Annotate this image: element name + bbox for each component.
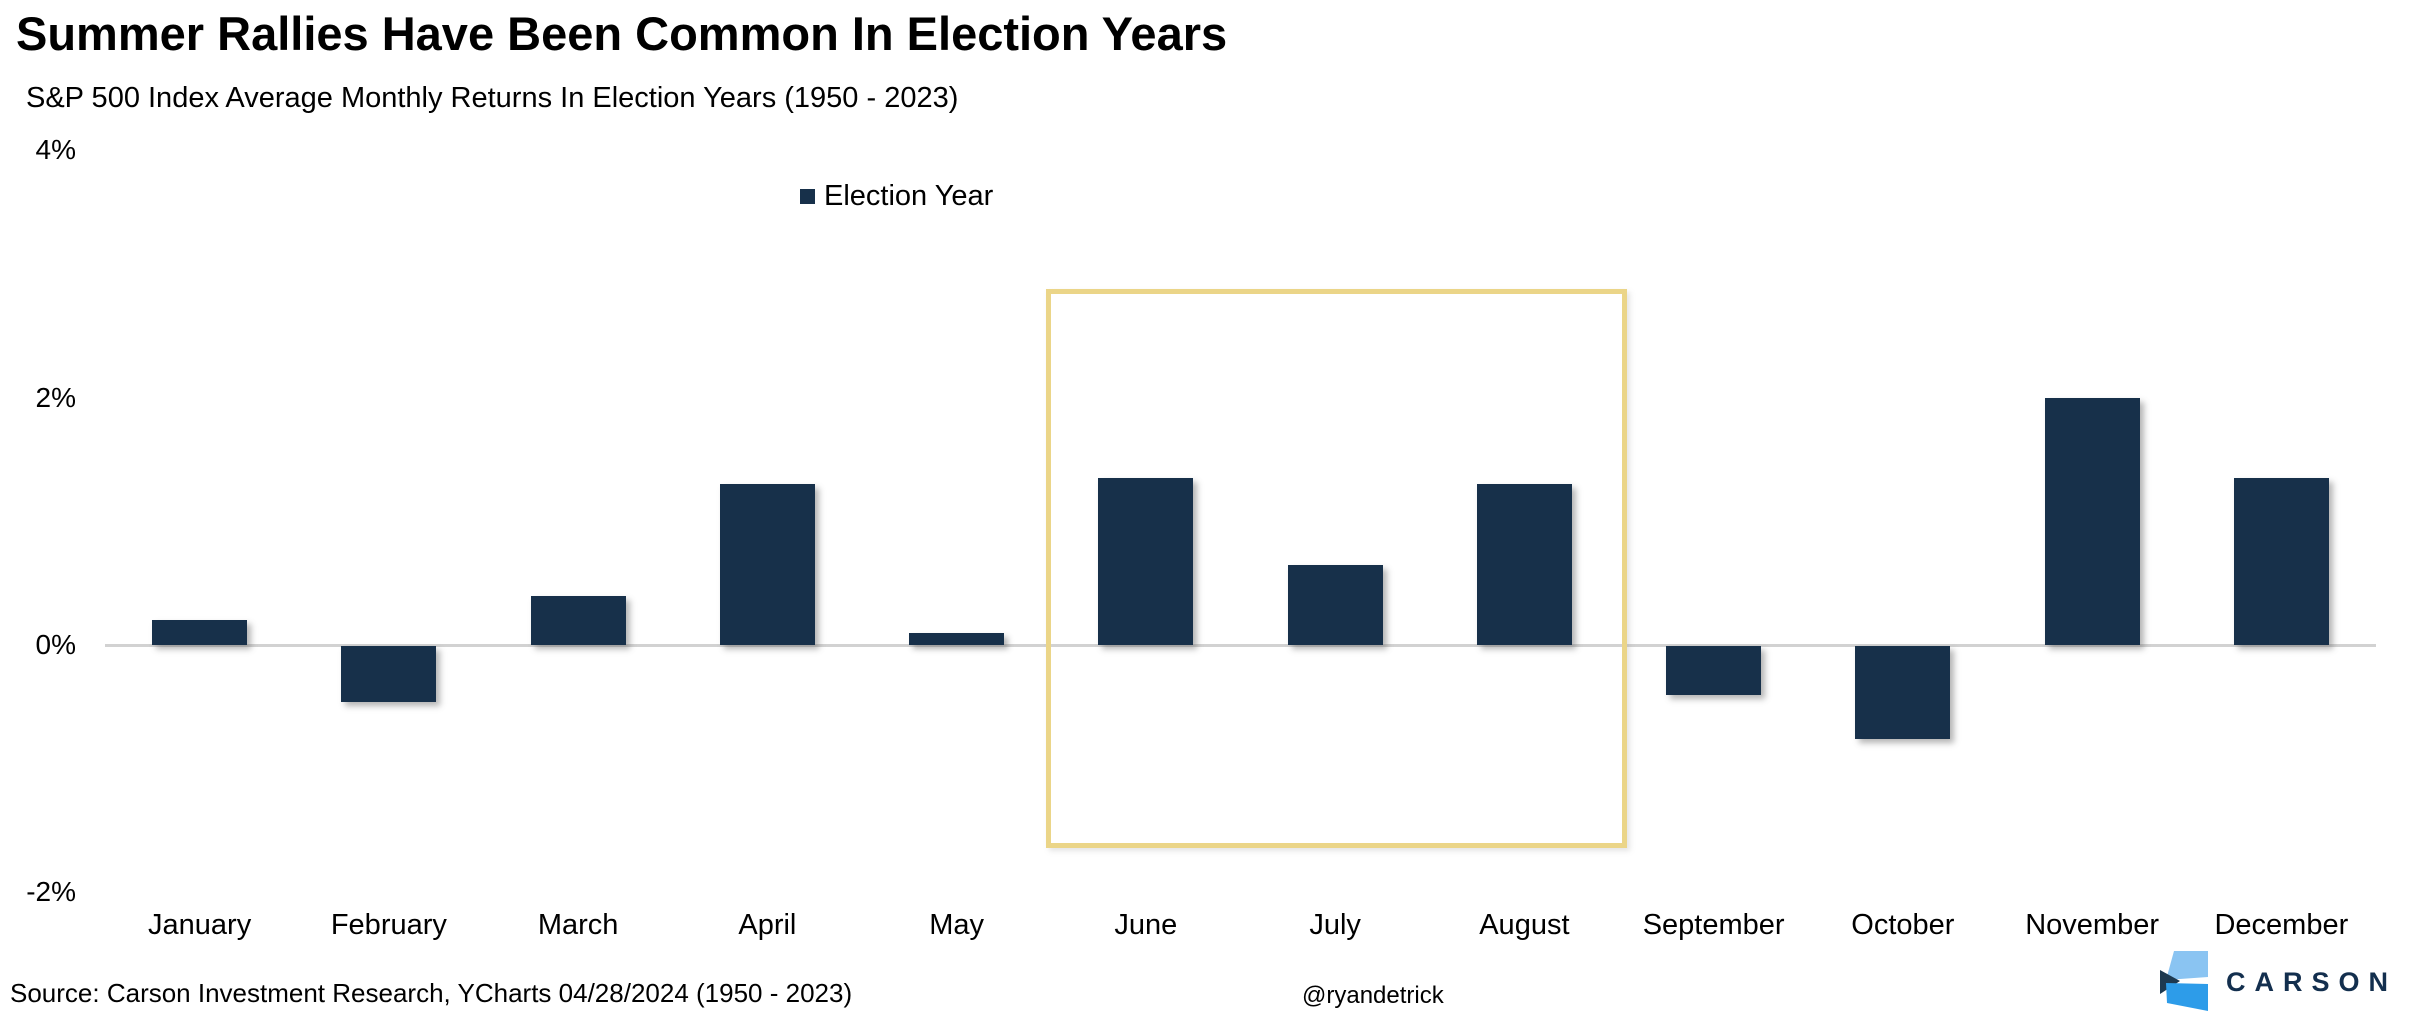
carson-logo: CARSON (2158, 950, 2397, 1014)
legend: Election Year (800, 180, 993, 213)
legend-label: Election Year (824, 180, 994, 212)
carson-logo-icon (2160, 951, 2208, 1011)
x-axis-label-may: May (929, 909, 985, 941)
source-text: Source: Carson Investment Research, YCha… (10, 978, 853, 1008)
x-axis-label-march: March (537, 909, 619, 941)
x-axis-label-august: August (1479, 909, 1570, 941)
x-axis-label-february: February (330, 909, 447, 941)
zero-axis-line (105, 644, 2376, 647)
carson-wordmark: CARSON (2226, 966, 2398, 997)
bar-august (1476, 484, 1572, 645)
bar-may (909, 632, 1005, 645)
x-axis-label-december: December (2214, 909, 2349, 941)
bar-december (2233, 478, 2329, 645)
bar-june (1098, 478, 1194, 645)
x-axis-label-january: January (148, 909, 252, 941)
bar-november (2044, 397, 2140, 645)
y-axis-tick-neg2pct: -2% (26, 876, 76, 908)
summer-highlight-box (1046, 289, 1627, 848)
y-axis-tick-0pct: 0% (35, 629, 76, 660)
x-axis-label-april: April (738, 909, 797, 941)
page-title: Summer Rallies Have Been Common In Elect… (16, 7, 1228, 60)
y-axis-tick-2pct: 2% (35, 381, 76, 413)
bar-september (1666, 646, 1762, 696)
chart-subtitle: S&P 500 Index Average Monthly Returns In… (26, 82, 959, 114)
x-axis-label-june: June (1114, 909, 1178, 941)
x-axis-label-july: July (1309, 909, 1361, 941)
bar-october (1855, 646, 1951, 739)
bar-april (719, 484, 815, 645)
bar-february (341, 646, 437, 702)
bar-july (1287, 564, 1383, 645)
x-axis-label-november: November (2025, 909, 2160, 941)
legend-swatch-icon (800, 189, 815, 204)
x-axis-label-october: October (1851, 909, 1955, 941)
x-axis-label-september: September (1642, 909, 1785, 941)
bar-march (530, 595, 626, 645)
author-handle: @ryandetrick (1302, 982, 1444, 1009)
bar-january (152, 620, 248, 645)
y-axis-tick-4pct: 4% (35, 134, 76, 166)
